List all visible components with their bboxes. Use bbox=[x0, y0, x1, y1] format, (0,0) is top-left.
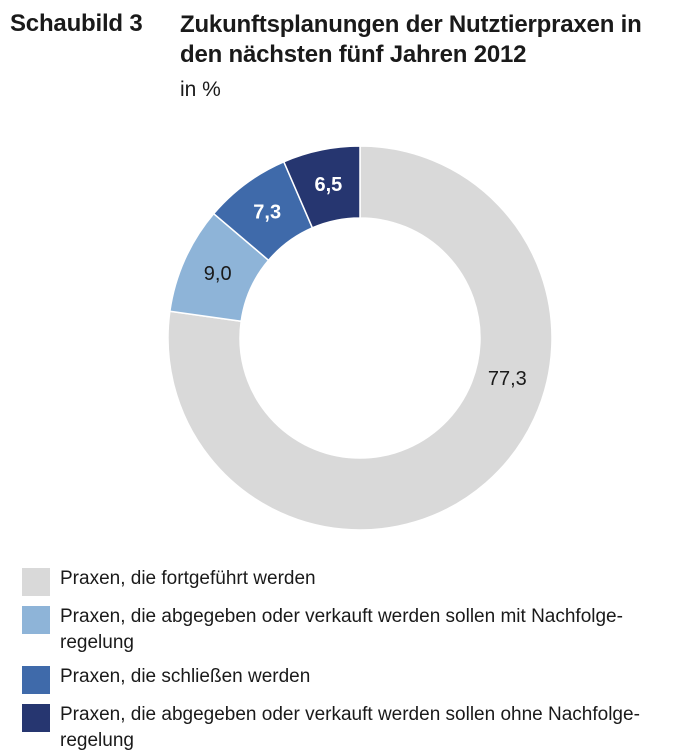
donut-label-handover-with-successor: 9,0 bbox=[204, 263, 232, 285]
donut-label-continued: 77,3 bbox=[488, 368, 527, 390]
legend-swatch-continued bbox=[22, 568, 50, 596]
legend-label-continued: Praxen, die fortgeführt werden bbox=[60, 568, 316, 589]
chart-unit: in % bbox=[180, 78, 221, 101]
donut-labels: 77,3 9,0 7,3 6,5 bbox=[204, 174, 527, 390]
chart-title: Zukunftsplanungen der Nutztierpraxen in … bbox=[180, 11, 642, 68]
figure-number: Schaubild 3 bbox=[10, 10, 143, 37]
donut-slice-handover-without-successor bbox=[282, 145, 361, 229]
legend-label-handover-without-successor: Praxen, die abgegeben oder verkauft werd… bbox=[60, 704, 640, 751]
donut-slices bbox=[167, 145, 553, 531]
donut-label-handover-without-successor: 6,5 bbox=[314, 174, 342, 196]
legend-label-handover-with-successor: Praxen, die abgegeben oder verkauft werd… bbox=[60, 606, 623, 653]
legend-swatch-closing bbox=[22, 666, 50, 694]
donut-chart: 77,3 9,0 7,3 6,5 bbox=[167, 145, 553, 531]
donut-slice-continued bbox=[167, 145, 553, 531]
donut-label-closing: 7,3 bbox=[253, 202, 281, 224]
legend-swatch-handover-without-successor bbox=[22, 704, 50, 732]
legend-swatch-handover-with-successor bbox=[22, 606, 50, 634]
legend-label-closing: Praxen, die schließen werden bbox=[60, 666, 311, 687]
